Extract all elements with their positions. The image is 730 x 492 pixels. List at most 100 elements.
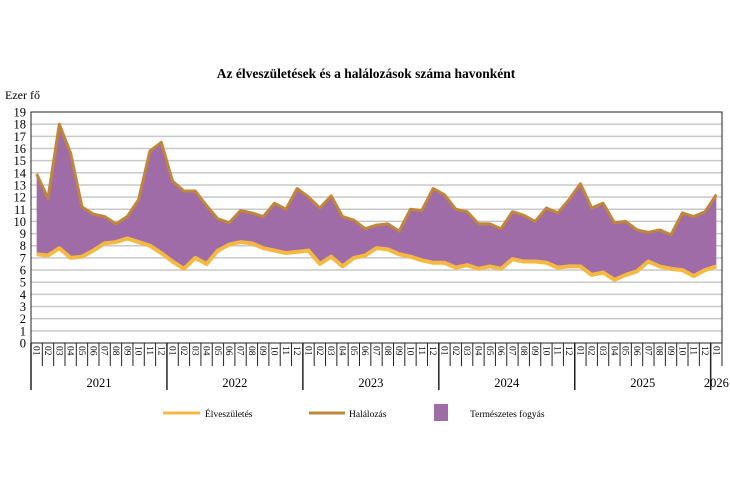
x-year-label: 2021 (86, 376, 111, 390)
x-month-label: 07 (506, 346, 516, 356)
y-tick-label: 2 (20, 312, 26, 326)
y-tick-label: 19 (14, 106, 27, 120)
x-month-label: 07 (642, 346, 652, 356)
x-month-label: 08 (654, 346, 664, 356)
x-month-label: 10 (540, 346, 550, 356)
x-month-label: 05 (212, 346, 222, 356)
x-month-label: 07 (371, 346, 381, 356)
y-tick-label: 12 (14, 191, 27, 205)
y-tick-label: 4 (20, 288, 27, 302)
x-month-label: 03 (597, 346, 607, 356)
x-month-label: 06 (359, 346, 369, 356)
legend-swatch-decrease (434, 404, 448, 421)
x-month-label: 05 (620, 346, 630, 356)
x-month-label: 01 (438, 346, 448, 356)
x-month-label: 10 (133, 346, 143, 356)
x-month-label: 11 (144, 346, 154, 355)
y-tick-label: 16 (14, 142, 27, 156)
x-month-label: 08 (382, 346, 392, 356)
y-tick-label: 7 (20, 251, 26, 265)
x-month-label: 02 (314, 346, 324, 356)
legend-label-births: Élveszületés (205, 408, 253, 420)
natural-decrease-area (36, 124, 717, 280)
y-tick-label: 9 (20, 227, 26, 241)
x-month-label: 03 (53, 346, 63, 356)
x-month-label: 06 (631, 346, 641, 356)
x-axis: 01 02 03 04 05 06 07 08 09 10 11 12 01 02 03 04 05 06 07 08… (30, 343, 729, 390)
x-month-label: 11 (280, 346, 290, 355)
x-month-label: 01 (574, 346, 584, 356)
x-month-label: 03 (325, 346, 335, 356)
x-month-label: 12 (291, 346, 301, 356)
x-month-label: 08 (518, 346, 528, 356)
x-month-label: 12 (699, 346, 709, 356)
x-year-label: 2022 (222, 376, 247, 390)
y-tick-label: 5 (20, 276, 26, 290)
births-line (36, 236, 717, 282)
x-month-label: 12 (155, 346, 165, 356)
legend: Élveszületés Halálozás Természetes fogyá… (163, 404, 545, 421)
x-month-label: 04 (201, 346, 211, 356)
x-month-label: 01 (167, 346, 177, 356)
y-tick-label: 11 (14, 203, 26, 217)
x-month-label: 10 (404, 346, 414, 356)
deaths-line (35, 122, 718, 237)
x-year-label: 2026 (704, 376, 729, 390)
x-month-label: 12 (427, 346, 437, 356)
x-month-label: 05 (484, 346, 494, 356)
x-month-label: 03 (461, 346, 471, 356)
x-month-label: 06 (87, 346, 97, 356)
x-month-label: 01 (303, 346, 313, 356)
x-month-label: 09 (665, 346, 675, 356)
x-month-label: 01 (710, 346, 720, 356)
x-month-label: 07 (99, 346, 109, 356)
x-month-label: 09 (257, 346, 267, 356)
y-tick-label: 14 (14, 166, 27, 180)
y-tick-label: 1 (20, 324, 26, 338)
y-tick-label: 0 (20, 337, 26, 351)
x-year-label: 2025 (630, 376, 655, 390)
y-tick-label: 10 (14, 215, 27, 229)
x-year-label: 2023 (358, 376, 383, 390)
y-tick-label: 18 (14, 118, 27, 132)
x-month-label: 02 (586, 346, 596, 356)
x-month-label: 12 (563, 346, 573, 356)
x-month-label: 09 (393, 346, 403, 356)
x-month-label: 11 (552, 346, 562, 355)
x-month-label: 04 (472, 346, 482, 356)
legend-label-decrease: Természetes fogyás (470, 409, 545, 420)
x-year-label: 2024 (494, 376, 520, 390)
x-month-label: 11 (416, 346, 426, 355)
x-month-label: 04 (337, 346, 347, 356)
x-month-label: 08 (246, 346, 256, 356)
plot-frame (30, 111, 723, 344)
x-month-label: 04 (65, 346, 75, 356)
x-month-label: 04 (608, 346, 618, 356)
y-tick-label: 6 (20, 264, 26, 278)
x-month-label: 10 (269, 346, 279, 356)
chart-title: Az élveszületések és a halálozások száma… (217, 66, 516, 81)
x-month-label: 02 (178, 346, 188, 356)
x-month-label: 06 (223, 346, 233, 356)
x-month-label: 07 (235, 346, 245, 356)
y-tick-label: 15 (14, 154, 27, 168)
y-tick-label: 3 (20, 300, 26, 314)
x-month-label: 09 (121, 346, 131, 356)
x-month-label: 02 (450, 346, 460, 356)
x-month-label: 11 (688, 346, 698, 355)
x-month-label: 08 (110, 346, 120, 356)
x-month-label: 10 (676, 346, 686, 356)
y-axis-label: Ezer fő (5, 88, 40, 102)
y-tick-label: 13 (14, 178, 27, 192)
legend-label-deaths: Halálozás (349, 410, 387, 420)
y-tick-label: 8 (20, 239, 26, 253)
x-month-label: 05 (76, 346, 86, 356)
x-month-label: 03 (189, 346, 199, 356)
x-month-label: 02 (42, 346, 52, 356)
x-month-label: 09 (529, 346, 539, 356)
x-month-label: 01 (31, 346, 41, 356)
x-month-label: 05 (348, 346, 358, 356)
y-tick-label: 17 (14, 130, 27, 144)
